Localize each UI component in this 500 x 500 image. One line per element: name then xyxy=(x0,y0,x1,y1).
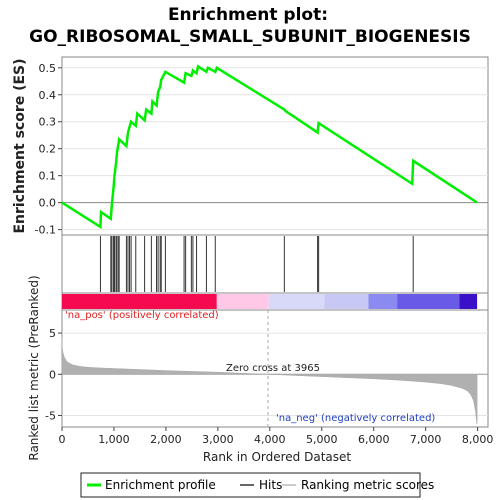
rank-x-tick-label: 7,000 xyxy=(410,433,442,446)
color-bar-segment xyxy=(459,294,478,309)
rank-x-tick-label: 8,000 xyxy=(462,433,494,446)
es-y-tick-label: 0.3 xyxy=(39,116,57,129)
hits-panel-frame xyxy=(61,234,489,294)
na-pos-label: 'na_pos' (positively correlated) xyxy=(65,310,219,321)
title-line-1: Enrichment plot: xyxy=(168,5,328,25)
rank-x-tick-label: 6,000 xyxy=(358,433,390,446)
rank-x-tick-label: 2,000 xyxy=(150,433,182,446)
es-y-axis-label: Enrichment score (ES) xyxy=(12,58,28,233)
es-y-tick-label: 0.1 xyxy=(39,170,57,183)
color-bar-segment xyxy=(368,294,398,309)
ranking-metric-area xyxy=(61,337,478,424)
rank-y-tick-label: -5 xyxy=(45,409,56,422)
title-line-2: GO_RIBOSOMAL_SMALL_SUBUNIT_BIOGENESIS xyxy=(29,27,471,47)
es-panel-frame xyxy=(61,56,489,236)
rank-y-tick-label: 5 xyxy=(49,327,56,340)
hit-lines xyxy=(99,236,414,292)
es-y-tick-label: 0.5 xyxy=(39,62,57,75)
legend-label: Enrichment profile xyxy=(105,478,216,492)
color-bar-segment xyxy=(216,294,269,309)
es-y-tick-label: 0.2 xyxy=(39,143,57,156)
enrichment-profile-line xyxy=(61,64,478,230)
es-y-tick-label: 0.4 xyxy=(39,89,57,102)
legend: Enrichment profile Hits Ranking metric sco… xyxy=(87,478,434,492)
rank-y-axis-label: Ranked list metric (PreRanked) xyxy=(27,275,41,460)
color-bar-segment xyxy=(268,294,325,309)
rank-x-tick-label: 4,000 xyxy=(254,433,286,446)
rank-y-ticks: -5 0 5 xyxy=(45,327,62,422)
na-neg-label: 'na_neg' (negatively correlated) xyxy=(276,413,435,424)
legend-label: Ranking metric scores xyxy=(301,478,434,492)
ranking-color-bar xyxy=(62,294,478,309)
rank-x-ticks: 0 1,000 2,000 3,000 4,000 5,000 6,000 7,000 8,00… xyxy=(59,427,494,446)
rank-x-tick-label: 1,000 xyxy=(98,433,130,446)
rank-panel-frame xyxy=(61,309,489,428)
es-y-ticks: -0.1 0.0 0.1 0.2 0.3 0.4 0.5 xyxy=(35,62,62,237)
rank-x-tick-label: 3,000 xyxy=(202,433,234,446)
es-y-tick-label: -0.1 xyxy=(35,224,56,237)
rank-x-tick-label: 0 xyxy=(59,433,66,446)
rank-x-axis-label: Rank in Ordered Dataset xyxy=(203,450,351,464)
color-bar-segment xyxy=(397,294,460,309)
legend-label: Hits xyxy=(259,478,282,492)
color-bar-segment xyxy=(62,294,217,309)
rank-y-tick-label: 0 xyxy=(49,368,56,381)
es-y-tick-label: 0.0 xyxy=(39,197,57,210)
color-bar-segment xyxy=(324,294,369,309)
rank-x-tick-label: 5,000 xyxy=(306,433,338,446)
zero-cross-label: Zero cross at 3965 xyxy=(226,363,320,374)
